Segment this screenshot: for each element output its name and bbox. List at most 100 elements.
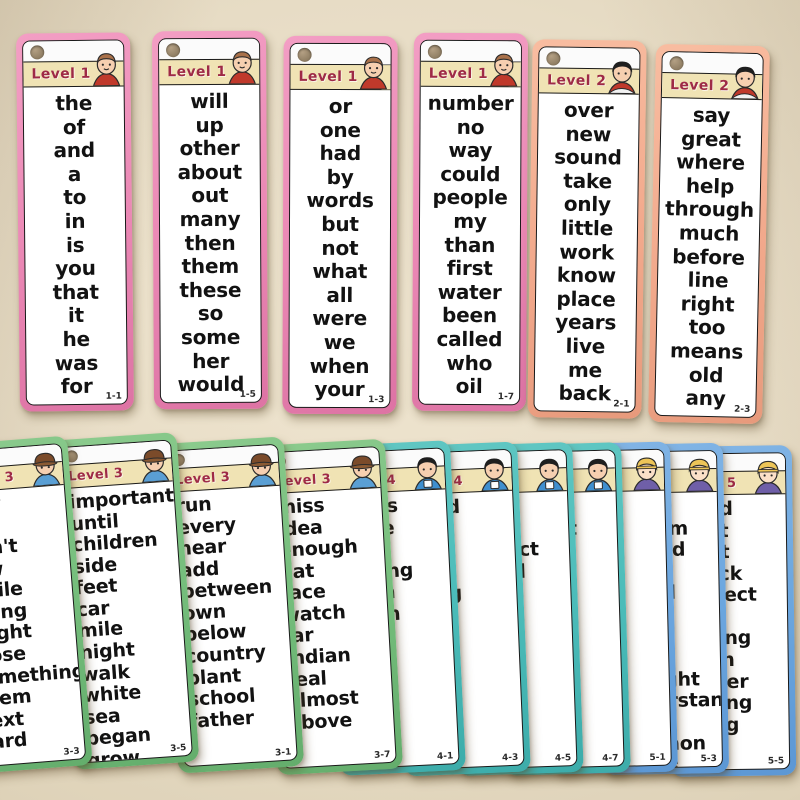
word-item: he	[62, 326, 91, 352]
bookmark-card-4-7[interactable]: Level 4 eachobjectfound4-7	[495, 442, 631, 776]
girl-brown-hair-icon	[227, 50, 257, 84]
card-inner: Level 2 over new sound take only little work kn…	[533, 46, 641, 413]
word-item: means	[669, 338, 744, 364]
word-item: feet	[74, 574, 119, 600]
level-banner: Level 1	[159, 51, 260, 86]
bookmark-card-5-1[interactable]: Level 5 needdonesinceoncekingwondirectea…	[543, 441, 679, 775]
card-code: 5-5	[767, 756, 785, 767]
bookmark-card-4-5[interactable]: Level 4 sidewhencorrectfound4-5	[446, 441, 584, 777]
word-item: her	[192, 348, 230, 373]
word-item: know	[556, 262, 617, 288]
bookmark-card-4-3[interactable]: Level 4 needrealhalfholdsong4-3	[391, 441, 531, 777]
bookmark-card-2-3[interactable]: Level 2 say great where help through much befo…	[648, 43, 770, 425]
word-item: some	[180, 324, 241, 350]
card-inner: Level 1 will up other about out many then them t…	[158, 37, 262, 404]
word-item: it	[67, 303, 85, 328]
word-list: over new sound take only little work know place y…	[534, 93, 638, 411]
word-item: too	[688, 314, 726, 340]
card-code: 5-3	[700, 753, 717, 765]
level-banner: Level 5	[604, 458, 717, 495]
boy-blue-overalls-icon	[412, 455, 444, 490]
word-item: sound	[554, 144, 622, 170]
hole-punch-icon	[30, 45, 45, 60]
word-item: important	[68, 484, 175, 514]
word-item: began	[84, 723, 152, 751]
bookmark-card-1-7[interactable]: Level 1 number no way could people my than firs…	[412, 32, 528, 412]
word-item: not	[321, 235, 359, 260]
word-item: something	[0, 659, 86, 691]
word-item: live	[565, 333, 606, 359]
word-item: children	[71, 528, 159, 557]
bookmark-card-3-3[interactable]: Level 3 sawleftdon'tfewwhilealongmightcl…	[0, 435, 93, 775]
boy-blue-overalls-icon	[534, 456, 565, 492]
word-item: one	[319, 117, 361, 142]
bookmark-card-1-3[interactable]: Level 1 or one had by words but not what all were…	[282, 35, 398, 415]
word-item: to	[63, 185, 87, 210]
level-banner: Level 1	[420, 53, 521, 88]
bookmark-card-2-1[interactable]: Level 2 over new sound take only little work kn…	[527, 39, 647, 419]
boy-cap-icon	[245, 451, 277, 487]
card-code: 2-3	[733, 404, 751, 415]
word-item: back	[558, 380, 611, 406]
word-item: had	[319, 141, 362, 166]
word-item: called	[436, 326, 503, 352]
bookmark-card-3-7[interactable]: Level 3 miss idea enough eat face watch far Ind…	[258, 438, 404, 776]
word-item: been	[441, 303, 498, 328]
boy-blue-overalls-icon	[479, 456, 510, 492]
level-label: Level 1	[428, 65, 489, 83]
level-banner: Level 5	[551, 457, 665, 494]
girl-brown-hair-icon	[358, 55, 388, 90]
girl-blonde-icon	[753, 459, 783, 494]
word-item: and	[53, 137, 96, 163]
bookmark-card-3-1[interactable]: Level 3 run every near add between own below co…	[157, 436, 305, 774]
word-item: line	[687, 267, 729, 293]
bookmark-card-3-5[interactable]: Level 3 important until children side feet ca…	[50, 432, 200, 770]
bookmark-card-4-1[interactable]: Level 4 plansdonelessduringsoonlearn4-1	[324, 440, 466, 776]
word-item: father	[188, 706, 255, 733]
word-item: my	[453, 208, 487, 234]
card-inner: Level 3 run every near add between own below co…	[164, 443, 298, 768]
girl-brown-hair-icon	[489, 52, 519, 87]
word-list: the of and a to in is you that it he was for 1-1	[24, 86, 127, 404]
word-item: only	[563, 192, 612, 217]
word-item: way	[448, 138, 493, 163]
word-item: work	[559, 239, 615, 264]
word-item: between	[180, 575, 273, 604]
bookmark-card-1-1[interactable]: Level 1 the of and a to in is you that it he was for…	[16, 32, 134, 412]
word-item: help	[685, 173, 735, 199]
level-label: Level 2	[546, 72, 607, 90]
bookmark-card-5-5[interactable]: Level 5 needheatbuiltcheckcorrectsizestr…	[665, 445, 797, 777]
bookmark-card-5-3[interactable]: Level 5 planesystembehindranroundboatgam…	[596, 442, 730, 776]
level-banner: Level 3	[59, 449, 173, 490]
card-inner: Level 4 plansdonelessduringsoonlearn4-1	[330, 447, 460, 770]
boy-black-hair-icon	[730, 64, 761, 100]
word-item: near	[177, 535, 227, 561]
level-banner: Level 3	[0, 452, 64, 494]
bookmark-card-1-5[interactable]: Level 1 will up other about out many then them t…	[152, 30, 268, 410]
card-inner: Level 4 eachobjectfound4-7	[501, 449, 625, 770]
word-item: for	[60, 373, 93, 399]
level-label: Level 1	[298, 68, 358, 86]
word-item: years	[555, 309, 617, 335]
level-label: Level 1	[31, 65, 91, 83]
word-list: or one had by words but not what all were we when yo…	[289, 90, 390, 407]
word-item: great	[680, 125, 742, 152]
word-item: right	[680, 291, 735, 317]
card-inner: Level 3 miss idea enough eat face watch far Ind…	[265, 446, 397, 769]
word-item: no	[456, 114, 485, 139]
word-item: white	[81, 681, 142, 708]
card-inner: Level 2 say great where help through much befo…	[654, 50, 764, 419]
word-list: will up other about out many then them these so so…	[159, 85, 261, 403]
word-item: out	[191, 183, 229, 208]
level-banner: Level 5	[673, 460, 786, 496]
card-code: 5-1	[649, 752, 666, 764]
card-inner: Level 5 needheatbuiltcheckcorrectsizestr…	[671, 452, 791, 771]
word-item: who	[446, 350, 493, 375]
boy-cap-icon	[29, 450, 62, 487]
word-item: don't	[0, 534, 19, 562]
word-item: where	[675, 149, 746, 175]
word-item: grow	[86, 746, 141, 763]
word-item: hard	[0, 728, 29, 755]
level-banner: Level 4	[399, 458, 513, 496]
card-code: 3-3	[63, 746, 81, 758]
